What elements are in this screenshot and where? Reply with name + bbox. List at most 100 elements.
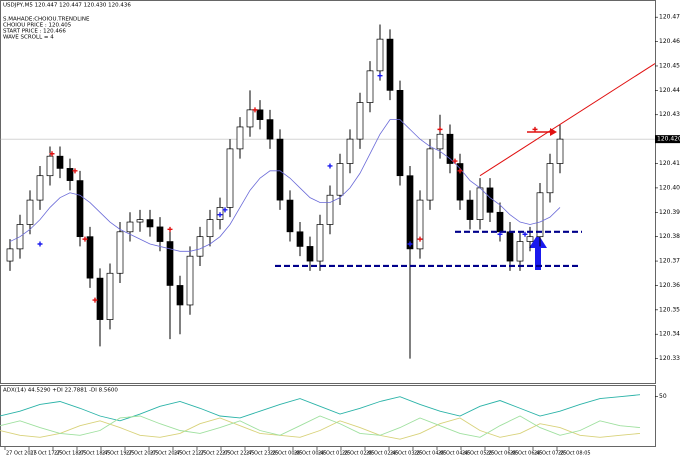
sell-signal <box>92 297 98 303</box>
buy-signal <box>377 73 383 79</box>
x-tick-label: 27 Oct 23:25 <box>246 451 279 457</box>
y-tick-label: 120.330 <box>659 355 680 362</box>
indicator-title: ADX(14) 44.5290 +DI 22.7881 -DI 8.5600 <box>3 388 118 394</box>
candle-body <box>226 148 234 208</box>
sell-signal <box>437 126 443 132</box>
last-price-label: 120.420 <box>657 136 680 143</box>
x-tick-label: 27 Oct 18:45 <box>78 451 111 457</box>
candle-body <box>176 285 184 306</box>
candle-body <box>46 155 54 177</box>
candle-body <box>386 38 394 91</box>
buy-signal <box>217 212 223 218</box>
candle-body <box>36 175 44 201</box>
candle-body <box>116 231 124 274</box>
x-tick-label: 28 Oct 03:25 <box>390 451 423 457</box>
x-tick-label: 27 Oct 19:25 <box>102 451 135 457</box>
indicator-line <box>0 394 641 422</box>
candle-body <box>366 70 374 103</box>
x-tick-label: 27 Oct 20:05 <box>126 451 159 457</box>
candle-body <box>236 126 244 150</box>
candle-body <box>206 219 214 238</box>
candle-body <box>356 102 364 140</box>
candle-body <box>456 163 464 201</box>
indicator-line <box>0 417 641 440</box>
x-tick-label: 28 Oct 00:05 <box>270 451 303 457</box>
candle-body <box>156 226 164 242</box>
y-tick-label: 120.340 <box>659 331 680 338</box>
candle-body <box>516 241 524 262</box>
trendline <box>479 63 656 177</box>
y-tick-label: 120.450 <box>659 62 680 69</box>
x-tick-label: 28 Oct 06:45 <box>510 451 543 457</box>
candle-body <box>476 187 484 220</box>
candle-body <box>106 272 114 320</box>
blue-arrow <box>529 234 547 270</box>
y-tick-label: 120.470 <box>659 14 680 21</box>
y-tick-label: 120.430 <box>659 111 680 118</box>
sell-signal <box>72 168 78 174</box>
candle-body <box>546 163 554 194</box>
candle-body <box>446 133 454 164</box>
y-tick-label: 120.460 <box>659 38 680 45</box>
buy-signal <box>37 241 43 247</box>
candle-body <box>76 180 84 238</box>
candle-body <box>66 168 74 181</box>
candle-body <box>296 231 304 247</box>
candle-body <box>186 255 194 306</box>
x-tick-label: 28 Oct 05:25 <box>462 451 495 457</box>
candle-body <box>346 138 354 164</box>
x-tick-label: 28 Oct 01:25 <box>318 451 351 457</box>
y-tick-label: 120.360 <box>659 282 680 289</box>
sell-signal <box>49 151 55 157</box>
x-tick-label: 27 Oct 20:45 <box>150 451 183 457</box>
candle-body <box>556 138 564 164</box>
candle-body <box>26 199 34 225</box>
candle-body <box>506 231 514 262</box>
candle-body <box>276 138 284 201</box>
candle-body <box>266 119 274 140</box>
x-tick-label: 28 Oct 08:05 <box>558 451 591 457</box>
sell-signal <box>457 168 463 174</box>
candle-body <box>536 192 544 238</box>
sell-signal <box>452 158 458 164</box>
candle-body <box>496 211 504 233</box>
y-tick-label: 120.400 <box>659 184 680 191</box>
sell-signal <box>532 126 538 132</box>
candle-body <box>426 148 434 201</box>
last-price-box <box>655 135 680 144</box>
candle-body <box>86 236 94 279</box>
candle-body <box>166 241 174 286</box>
x-tick-label: 27 Oct 17:25 <box>30 451 63 457</box>
x-tick-label: 27 Oct 18:05 <box>54 451 87 457</box>
chart-title: USDJPY,M5 120.447 120.447 120.430 120.43… <box>3 3 131 9</box>
x-tick-label: 28 Oct 06:05 <box>486 451 519 457</box>
annotation: WAVE SCROLL = 4 <box>3 35 54 41</box>
x-tick-label: 28 Oct 02:05 <box>342 451 375 457</box>
sell-signal <box>82 236 88 242</box>
buy-signal <box>222 207 228 213</box>
x-tick-label: 28 Oct 00:45 <box>294 451 327 457</box>
candle-body <box>196 236 204 257</box>
y-tick-label: 120.390 <box>659 209 680 216</box>
candle-body <box>96 277 104 320</box>
candle-body <box>376 38 384 72</box>
candle-body <box>326 194 334 225</box>
buy-signal <box>407 241 413 247</box>
x-tick-label: 27 Oct 2015 <box>6 451 37 457</box>
main-panel <box>0 0 656 384</box>
sell-signal <box>167 226 173 232</box>
moving-average <box>9 119 561 252</box>
candle-body <box>336 163 344 196</box>
candle-body <box>466 199 474 220</box>
candle-body <box>316 224 324 262</box>
candle-body <box>306 246 314 262</box>
buy-signal <box>327 163 333 169</box>
candle-body <box>286 199 294 233</box>
candle-body <box>436 133 444 150</box>
candle-body <box>486 187 494 213</box>
indicator-panel <box>0 385 656 447</box>
candle-body <box>406 175 414 250</box>
y-tick-label: 120.440 <box>659 87 680 94</box>
y-tick-label: 120.410 <box>659 160 680 167</box>
